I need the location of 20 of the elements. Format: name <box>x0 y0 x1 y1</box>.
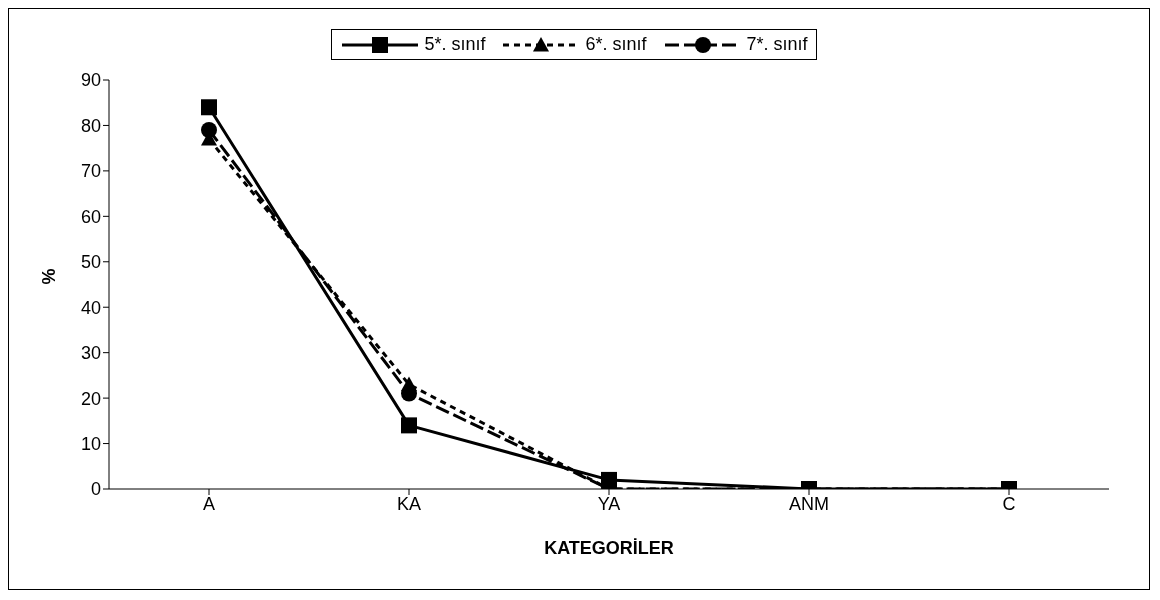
y-tick-label: 80 <box>80 115 101 136</box>
x-tick-label: ANM <box>789 493 829 514</box>
y-tick-label: 40 <box>80 297 101 318</box>
y-tick-label: 90 <box>80 70 101 91</box>
legend-label: 6*. sınıf <box>584 34 647 55</box>
legend-label: 5*. sınıf <box>423 34 486 55</box>
y-axis-title: % <box>39 268 60 285</box>
x-tick-label: A <box>202 493 216 514</box>
y-tick-label: 20 <box>80 388 101 409</box>
x-tick-label: KA <box>396 493 422 514</box>
x-tick-label: C <box>1002 493 1016 514</box>
y-tick-label: 30 <box>80 343 101 364</box>
y-tick-label: 0 <box>90 479 101 500</box>
y-tick-label: 70 <box>80 161 101 182</box>
y-tick-label: 50 <box>80 252 101 273</box>
y-tick-label: 10 <box>80 433 101 454</box>
x-axis-title: KATEGORİLER <box>544 538 674 558</box>
y-tick-label: 60 <box>80 206 101 227</box>
x-tick-label: YA <box>597 493 621 514</box>
legend-label: 7*. sınıf <box>745 34 808 55</box>
